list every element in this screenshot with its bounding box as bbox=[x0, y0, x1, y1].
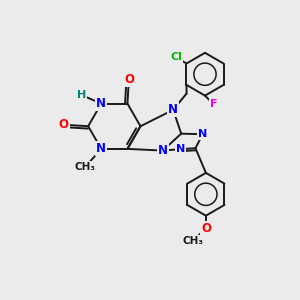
Text: O: O bbox=[124, 73, 134, 86]
Text: N: N bbox=[176, 144, 185, 154]
Text: F: F bbox=[210, 99, 217, 109]
Text: Cl: Cl bbox=[170, 52, 182, 62]
Text: N: N bbox=[158, 144, 168, 157]
Text: O: O bbox=[201, 222, 211, 235]
Text: N: N bbox=[96, 142, 106, 155]
Text: H: H bbox=[77, 90, 87, 100]
Text: N: N bbox=[198, 129, 207, 139]
Text: N: N bbox=[168, 103, 178, 116]
Text: CH₃: CH₃ bbox=[183, 236, 204, 246]
Text: CH₃: CH₃ bbox=[74, 162, 95, 172]
Text: N: N bbox=[96, 97, 106, 110]
Text: O: O bbox=[59, 118, 69, 131]
